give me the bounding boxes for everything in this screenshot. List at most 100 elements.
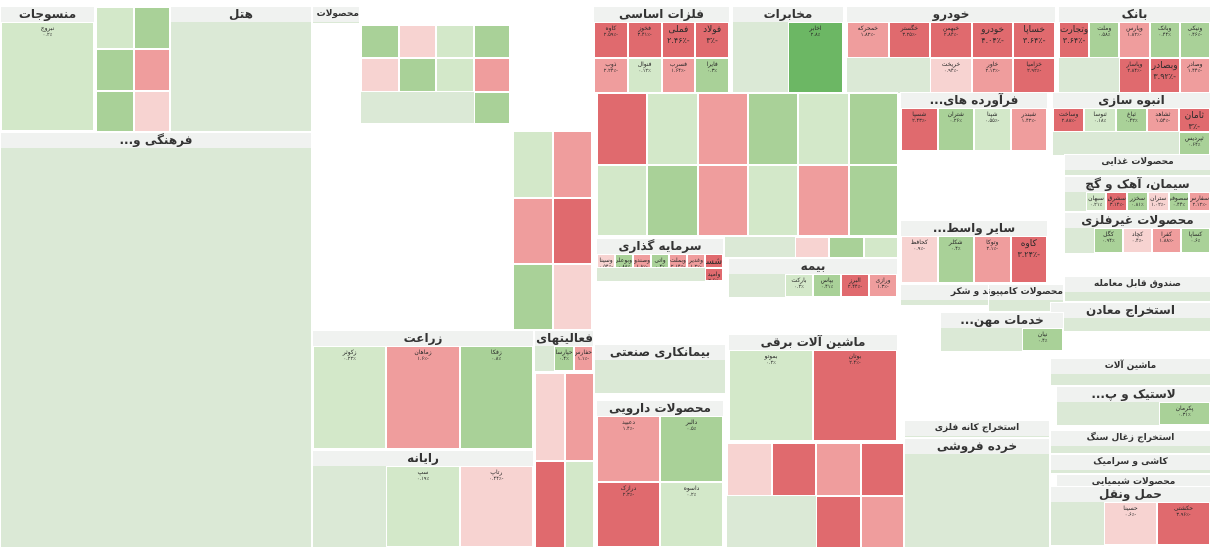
tile-8-1[interactable]: کفرا -۱.۸۸٪ — [1152, 228, 1181, 253]
tile-1-6[interactable]: خاور -۲.۱۲٪ — [971, 57, 1014, 93]
tile-1-0[interactable]: خساپا -۳.۶۴٪ — [1013, 22, 1055, 58]
tile-1-5[interactable]: خزامیا -۲.۹۲٪ — [1013, 57, 1055, 93]
sector-title[interactable]: فرآورده های... — [901, 93, 1047, 108]
sector-title[interactable]: بیمانکاری صنعتی — [595, 345, 725, 360]
tile-1-4[interactable]: خمحرکه -۱.۸۲٪ — [847, 22, 889, 58]
tile-34-0[interactable]: نبروج ۰.۲٪ — [1, 22, 94, 131]
tile-12-3[interactable]: بارکت ۰.۲٪ — [785, 274, 813, 297]
tile-1-7[interactable]: خریخت -۰.۹۴٪ — [930, 57, 972, 93]
tile-28-3[interactable]: درازک -۲.۳٪ — [597, 481, 660, 547]
tile-7-1[interactable]: سصوفی ۰.۴۴٪ — [1168, 192, 1190, 211]
sector-title[interactable]: کاشی و سرامیک — [1051, 455, 1210, 470]
tile-1-3[interactable]: خگستر -۳.۲۵٪ — [888, 22, 931, 58]
tile-28-2[interactable]: داسوه ۰.۲٪ — [660, 481, 723, 547]
tile-0-3[interactable]: وملت ۰.۵۸٪ — [1089, 22, 1120, 58]
sector-title[interactable]: بانک — [1059, 7, 1210, 22]
tile-11-7[interactable]: وامید -۲.۶٪ — [705, 267, 723, 281]
tile-9-2[interactable]: شکلر ۰.۴٪ — [937, 236, 974, 283]
tile-7-3[interactable]: سخزر ۰.۸۱٪ — [1127, 192, 1148, 211]
sector-title[interactable]: سیمان، آهک و گچ — [1065, 177, 1210, 192]
tile-20-1[interactable]: زماهان -۱.۶٪ — [386, 346, 460, 449]
tile-3-1[interactable]: فملی -۲.۴۶٪ — [661, 22, 696, 58]
tile-11-0[interactable]: شستا-۲.۹۸٪ — [705, 254, 723, 268]
sector-title[interactable]: سرمایه گذاری — [597, 239, 723, 254]
tile-0-7[interactable]: وپاسار -۲.۸۴٪ — [1119, 57, 1150, 93]
tile-8-2[interactable]: کچاد -۰.۴٪ — [1123, 228, 1152, 253]
sector-title[interactable]: منسوجات — [1, 7, 94, 22]
tile-3-7[interactable]: ذوب -۲.۲۴٪ — [594, 57, 628, 93]
tile-20-0[interactable]: زفکا ۰.۸٪ — [459, 346, 533, 449]
tile-3-4[interactable]: فایرا ۰.۳٪ — [695, 57, 729, 93]
tile-11-4[interactable]: وصندوق-۱.۸٪ — [633, 254, 651, 268]
tile-12-0[interactable]: ورازی -۱.۳٪ — [869, 274, 897, 297]
tile-4-1[interactable]: شپنا -۰.۵۵٪ — [974, 108, 1011, 151]
tile-20-2[interactable]: زکوثر ۰.۲۲٪ — [313, 346, 387, 449]
tile-3-5[interactable]: فسرب -۱.۶۴٪ — [661, 57, 696, 93]
tile-11-1[interactable]: وغدیر -۱.۲٪ — [687, 254, 705, 268]
tile-19-0[interactable]: حفارس -۱.۱٪ — [573, 346, 593, 371]
sector-title[interactable]: فرهنگی و... — [1, 133, 311, 148]
tile-9-0[interactable]: کاوه -۳.۲۴٪ — [1010, 236, 1047, 283]
tile-5-3[interactable]: ثنوسا ۰.۱۸٪ — [1084, 108, 1116, 132]
tile-11-5[interactable]: وبوعلی ۰.۸۸٪ — [615, 254, 633, 268]
tile-12-1[interactable]: البرز -۲.۴۴٪ — [841, 274, 869, 297]
tile-9-1[interactable]: وتوکا -۲.۱٪ — [974, 236, 1011, 283]
tile-1-2[interactable]: خبهمن -۲.۸۴٪ — [930, 22, 972, 58]
sector-title[interactable]: محصولات دارویی — [597, 401, 723, 416]
sector-title[interactable]: زراعت — [313, 331, 533, 346]
tile-0-6[interactable]: وبصادر -۳.۹۲٪ — [1149, 57, 1180, 93]
sector-title[interactable]: هتل — [171, 7, 311, 22]
tile-9-3[interactable]: کحافظ -۰.۹٪ — [901, 236, 938, 283]
tile-5-0[interactable]: ثامان -۳٪ — [1178, 108, 1210, 132]
tile-1-1[interactable]: خودرو -۴.۰۴٪ — [971, 22, 1014, 58]
tile-5-2[interactable]: ثباغ ۰.۴۲٪ — [1115, 108, 1148, 132]
sector-title[interactable]: حمل ونقل — [1051, 487, 1210, 502]
tile-22-0[interactable]: پکرمان ۰.۳۱٪ — [1159, 402, 1210, 425]
tile-7-5[interactable]: سبهان ۰.۲۱٪ — [1085, 192, 1107, 211]
tile-17-1[interactable]: بموتو ۰.۲٪ — [729, 350, 813, 441]
tile-26-0[interactable]: حکشتی -۳.۹۶٪ — [1157, 502, 1210, 545]
sector-title[interactable]: سایر واسط... — [901, 221, 1047, 236]
tile-26-1[interactable]: حسینا -۰.۶٪ — [1104, 502, 1157, 545]
sector-title[interactable]: استخراج معادن — [1051, 303, 1210, 318]
tile-11-6[interactable]: وسینا -۰.۵۴٪ — [597, 254, 615, 268]
tile-11-3[interactable]: واتی ۰.۴٪ — [651, 254, 669, 268]
sector-title[interactable]: رایانه — [313, 451, 533, 466]
sector-title[interactable]: مخابرات — [733, 7, 843, 22]
tile-30-0[interactable]: رتاپ -۰.۴۴٪ — [459, 466, 533, 547]
tile-28-1[interactable]: دعبید -۱.۴٪ — [597, 416, 660, 482]
tile-28-0[interactable]: دالبر ۰.۵٪ — [660, 416, 723, 482]
sector-title[interactable]: استخراج کانه فلزی — [905, 421, 1049, 436]
sector-title[interactable]: فعالیتهای کمکی — [535, 331, 593, 346]
sector-title[interactable]: ماشین آلات — [1051, 359, 1210, 374]
tile-0-5[interactable]: وصادر -۱.۴۴٪ — [1179, 57, 1210, 93]
sector-title[interactable]: محصولات ... — [313, 7, 359, 22]
tile-2-0[interactable]: اخابر ۲.۸٪ — [788, 22, 843, 93]
sector-title[interactable]: محصولات کامپیوتری — [989, 285, 1063, 300]
tile-5-5[interactable]: ثپردیس ۰.۶۴٪ — [1178, 131, 1210, 155]
tile-19-1[interactable]: حپارسا ۰.۴٪ — [554, 346, 574, 371]
tile-0-1[interactable]: وبانک ۰.۴۴٪ — [1149, 22, 1180, 58]
tile-4-0[interactable]: شبندر -۱.۴۲٪ — [1010, 108, 1047, 151]
tile-0-0[interactable]: ونیکی -۰.۴۶٪ — [1179, 22, 1210, 58]
tile-0-4[interactable]: وتجارت -۳.۶۴٪ — [1059, 22, 1090, 58]
tile-4-3[interactable]: شسپا -۲.۴۳٪ — [901, 108, 938, 151]
tile-7-2[interactable]: ستران -۱.۰۲٪ — [1147, 192, 1169, 211]
sector-title[interactable]: بیمه — [729, 259, 897, 274]
tile-12-2[interactable]: بپاس ۰.۴۱٪ — [813, 274, 841, 297]
tile-30-1[interactable]: سپ ۰.۱۹٪ — [386, 466, 460, 547]
sector-title[interactable]: خدمات مهن... — [941, 313, 1063, 328]
sector-title[interactable]: فلزات اساسی — [594, 7, 729, 22]
sector-title[interactable]: لاستیک و پ... — [1057, 387, 1210, 402]
tile-16-0[interactable]: نیان ۰.۴٪ — [1022, 328, 1063, 351]
sector-title[interactable]: استخراج زغال سنگ — [1051, 431, 1210, 446]
sector-title[interactable]: صندوق قابل معامله — [1065, 277, 1210, 292]
tile-4-2[interactable]: شتران ۰.۲۶٪ — [937, 108, 974, 151]
tile-8-0[interactable]: کساپا ۰.۶٪ — [1181, 228, 1210, 253]
tile-8-3[interactable]: کگل ۰.۹۴٪ — [1094, 228, 1123, 253]
tile-17-0[interactable]: بوتان -۲.۴٪ — [813, 350, 897, 441]
sector-title[interactable]: محصولات غیرفلزی — [1065, 213, 1210, 228]
tile-7-0[interactable]: سفارس -۲.۱۲٪ — [1189, 192, 1210, 211]
tile-3-3[interactable]: کاوه -۲.۵۹٪ — [594, 22, 628, 58]
sector-title[interactable]: خرده فروشی — [905, 439, 1049, 454]
